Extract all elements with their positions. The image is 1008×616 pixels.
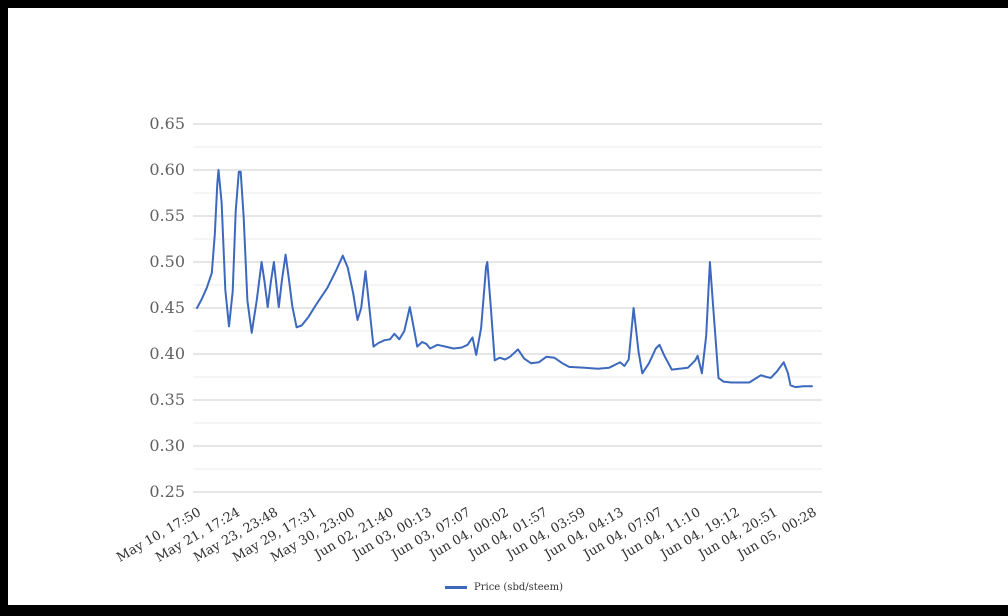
y-axis-label: 0.45 xyxy=(149,298,185,317)
y-axis-label: 0.65 xyxy=(149,114,185,133)
y-axis-label: 0.40 xyxy=(149,344,185,363)
chart-legend: Price (sbd/steem) xyxy=(0,582,1008,593)
y-axis-label: 0.55 xyxy=(149,206,185,225)
legend-line-swatch xyxy=(445,586,467,589)
chart-canvas xyxy=(8,8,1008,605)
y-axis-label: 0.35 xyxy=(149,390,185,409)
legend-label: Price (sbd/steem) xyxy=(474,582,563,593)
y-axis-label: 0.30 xyxy=(149,436,185,455)
y-axis-label: 0.50 xyxy=(149,252,185,271)
y-axis-label: 0.60 xyxy=(149,160,185,179)
y-axis-label: 0.25 xyxy=(149,482,185,501)
price-series-line xyxy=(196,169,813,389)
